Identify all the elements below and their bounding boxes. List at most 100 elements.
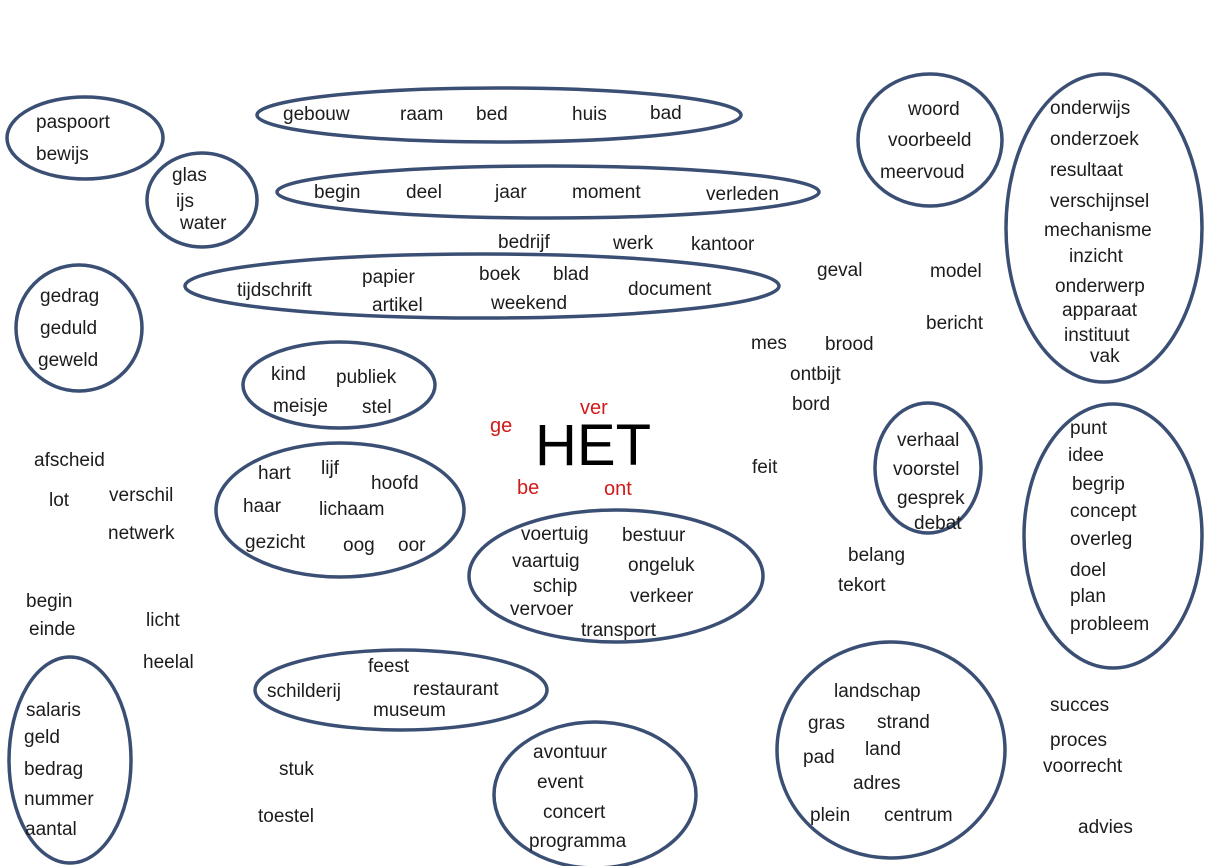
word: geduld [40,318,98,339]
word: verleden [706,184,779,205]
prefix-ge: ge [490,415,513,437]
word: paspoort [36,112,110,133]
word: bewijs [36,144,89,165]
word: gebouw [283,104,350,125]
word: instituut [1064,325,1130,346]
oval-gedrag [14,263,144,393]
word: debat [914,513,962,534]
word: blad [553,264,589,285]
word: strand [877,712,930,733]
word: resultaat [1050,160,1123,181]
word: meervoud [880,162,965,183]
word: kantoor [691,234,755,255]
word: lijf [321,458,339,479]
oval-paspoort [5,95,165,181]
word: verschil [109,485,174,506]
word: meisje [273,396,328,417]
word: haar [243,496,282,517]
word: raam [400,104,444,125]
oval-begin [275,164,821,220]
word: overleg [1070,529,1133,550]
word: schilderij [267,681,341,702]
word: aantal [25,819,77,840]
word: begin [26,591,73,612]
word: salaris [26,700,81,721]
word: advies [1078,817,1133,838]
word: boek [479,264,521,285]
word: pad [803,747,835,768]
word: hoofd [371,473,419,494]
word: concert [543,802,606,823]
word: artikel [372,295,423,316]
word: schip [533,576,578,597]
oval-hart [214,441,466,579]
word: tekort [838,575,886,596]
word: heelal [143,652,194,673]
word: belang [848,545,906,566]
word: tijdschrift [237,280,312,301]
word: voorstel [893,459,960,480]
oval-kind [241,340,437,430]
word: moment [572,182,641,203]
word: oor [398,535,426,556]
word: voorrecht [1043,756,1123,777]
word: oog [343,535,375,556]
word: voertuig [521,524,589,545]
word: vak [1090,346,1120,367]
word: plan [1070,586,1106,607]
word: stuk [279,759,314,780]
word: werk [613,233,654,254]
word: land [865,739,901,760]
word: bedrag [24,759,84,780]
word: gezicht [245,532,306,553]
word: landschap [834,681,921,702]
word: bestuur [622,525,686,546]
word: geld [24,727,60,748]
word: museum [373,700,446,721]
word: deel [406,182,442,203]
word: brood [825,334,874,355]
word: gedrag [40,286,100,307]
word: glas [172,165,207,186]
oval-onderwijs [1004,72,1204,384]
word: einde [29,619,76,640]
word: huis [572,104,607,125]
oval-tijdschrift [183,252,781,320]
center-word: HET [535,413,651,478]
word: probleem [1070,614,1150,635]
word: afscheid [34,450,105,471]
oval-woord [856,72,1004,208]
word: stel [362,397,392,418]
oval-gebouw [255,86,743,144]
word: punt [1070,418,1107,439]
word: netwerk [108,523,175,544]
word: gras [808,713,845,734]
word: feest [368,656,410,677]
word: feit [752,457,778,478]
word: bed [476,104,508,125]
word: lot [49,490,70,511]
word: restaurant [413,679,499,700]
word: jaar [495,182,527,203]
word: weekend [491,293,568,314]
word: onderwerp [1055,276,1145,297]
word: bad [650,103,682,124]
word: vervoer [510,599,574,620]
word: woord [908,99,960,120]
word: ongeluk [628,555,695,576]
word: programma [529,831,627,852]
word: vaartuig [512,551,580,572]
word: apparaat [1062,300,1138,321]
word: mes [751,333,787,354]
word: gesprek [897,488,965,509]
word: kind [271,364,306,385]
word: idee [1068,445,1104,466]
word: onderwijs [1050,98,1131,119]
word: transport [581,620,656,641]
word: verschijnsel [1050,191,1150,212]
oval-landschap [775,640,1007,860]
prefix-ont: ont [604,478,632,500]
word: plein [810,805,851,826]
word: begin [314,182,361,203]
